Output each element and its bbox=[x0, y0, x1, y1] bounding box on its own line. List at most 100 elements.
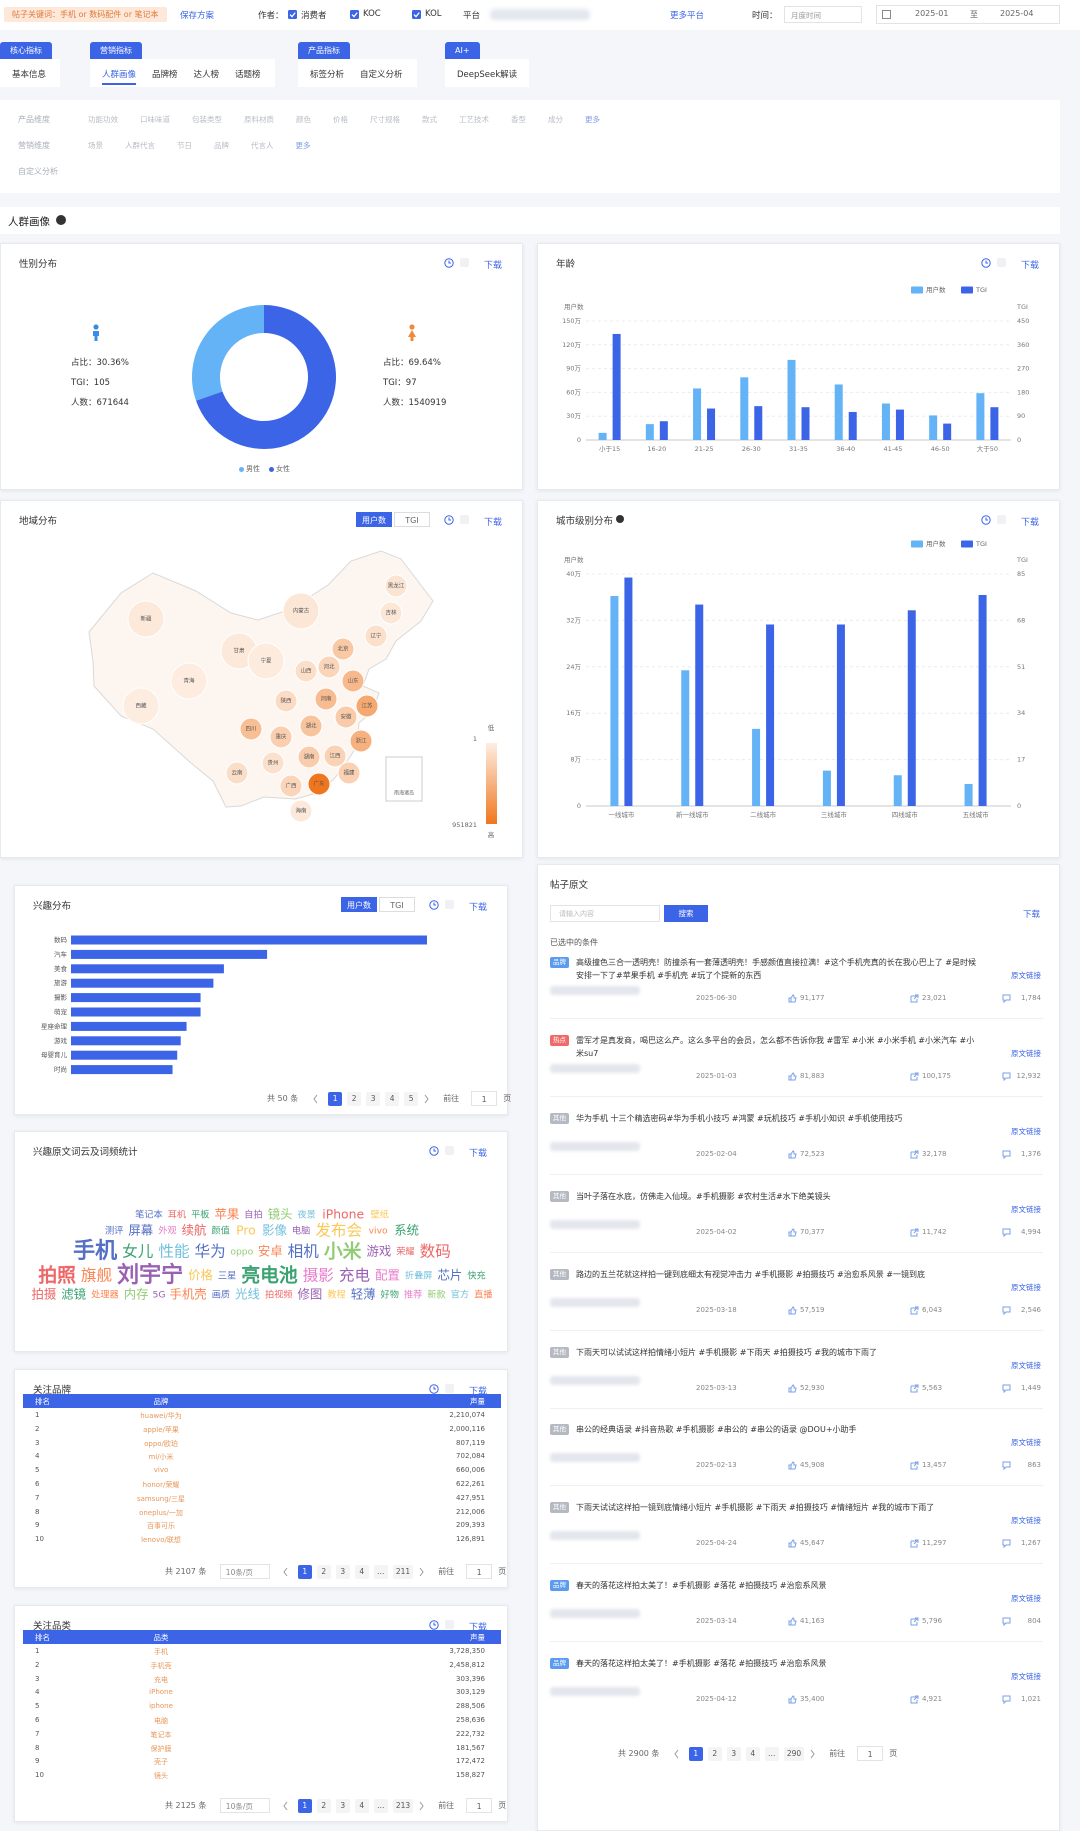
dimension-option[interactable]: 颜色 bbox=[296, 115, 311, 124]
tab-item[interactable]: DeepSeek解读 bbox=[457, 70, 518, 80]
download-button[interactable]: 下载 bbox=[469, 903, 488, 913]
dimension-option[interactable]: 成分 bbox=[548, 115, 563, 124]
post-link[interactable]: 原文链接 bbox=[1011, 1594, 1041, 1604]
post-link[interactable]: 原文链接 bbox=[1011, 971, 1041, 980]
page-button[interactable]: 211 bbox=[392, 1565, 414, 1579]
author-option[interactable]: 消费者 bbox=[301, 11, 327, 21]
post-link[interactable]: 原文链接 bbox=[1011, 1126, 1041, 1136]
page-button[interactable]: 3 bbox=[726, 1747, 741, 1761]
goto-input[interactable]: 1 bbox=[857, 1746, 884, 1761]
map-region bbox=[261, 751, 285, 775]
download-button[interactable]: 下载 bbox=[469, 1623, 488, 1633]
page-button[interactable]: 2 bbox=[316, 1565, 331, 1579]
tab-item[interactable]: 话题榜 bbox=[235, 70, 261, 80]
dimension-option[interactable]: 款式 bbox=[422, 115, 437, 124]
page-button[interactable]: 213 bbox=[392, 1799, 414, 1813]
download-button[interactable]: 下载 bbox=[484, 261, 503, 271]
region-label: 河南 bbox=[320, 695, 332, 703]
post-link[interactable]: 原文链接 bbox=[1011, 1360, 1041, 1370]
page-button[interactable]: 2 bbox=[347, 1092, 362, 1106]
goto-input[interactable]: 1 bbox=[466, 1564, 493, 1579]
cloud-word: 笔记本 bbox=[135, 1209, 163, 1221]
author-option[interactable]: KOL bbox=[425, 9, 442, 19]
page-button[interactable]: 3 bbox=[335, 1799, 350, 1813]
page-button[interactable]: 4 bbox=[385, 1092, 400, 1106]
tab-item[interactable]: 达人榜 bbox=[193, 70, 220, 80]
download-button[interactable]: 下载 bbox=[1021, 261, 1040, 271]
toggle-button[interactable]: TGI bbox=[379, 897, 415, 912]
page-size-select[interactable]: 10条/页 bbox=[219, 1798, 270, 1813]
dimension-option[interactable]: 包装类型 bbox=[192, 115, 222, 124]
toggle-button[interactable]: TGI bbox=[394, 512, 430, 527]
post-link[interactable]: 原文链接 bbox=[1011, 1204, 1041, 1214]
dimension-option[interactable]: 工艺技术 bbox=[459, 115, 489, 124]
tab-item[interactable]: 自定义分析 bbox=[360, 70, 403, 80]
dimension-option[interactable]: 原料材质 bbox=[244, 115, 274, 124]
icon-path bbox=[1002, 1461, 1011, 1471]
page-button[interactable]: 3 bbox=[335, 1565, 350, 1579]
dimension-option[interactable]: 代言人 bbox=[251, 141, 274, 150]
goto-input[interactable]: 1 bbox=[471, 1091, 498, 1106]
download-button[interactable]: 下载 bbox=[1023, 910, 1041, 920]
dimension-option[interactable]: 口味味道 bbox=[140, 115, 170, 124]
download-button[interactable]: 下载 bbox=[469, 1387, 488, 1397]
post-link[interactable]: 原文链接 bbox=[1011, 1516, 1041, 1526]
dimension-option[interactable]: 尺寸规格 bbox=[370, 115, 400, 124]
toggle-button[interactable]: 用户数 bbox=[341, 897, 377, 912]
author-option[interactable]: KOC bbox=[363, 9, 381, 19]
post-link[interactable]: 原文链接 bbox=[1011, 1438, 1041, 1448]
download-button[interactable]: 下载 bbox=[1021, 518, 1040, 528]
post-link[interactable]: 原文链接 bbox=[1011, 1048, 1041, 1058]
page-button[interactable]: … bbox=[373, 1799, 388, 1813]
page-button[interactable]: 4 bbox=[354, 1565, 369, 1579]
tab-item[interactable]: 标签分析 bbox=[310, 70, 345, 80]
post-shares: 11,297 bbox=[922, 1539, 947, 1548]
page-button[interactable]: 2 bbox=[707, 1747, 722, 1761]
page-button[interactable]: 1 bbox=[688, 1747, 703, 1761]
tab-item[interactable]: 人群画像 bbox=[102, 68, 137, 85]
icon-placeholder bbox=[445, 1146, 454, 1155]
dimension-option[interactable]: 功能功效 bbox=[88, 115, 118, 124]
dimension-option[interactable]: 香型 bbox=[511, 115, 526, 124]
metric-icon bbox=[910, 1072, 919, 1081]
dimension-option[interactable]: 品牌 bbox=[214, 141, 229, 150]
dimension-more[interactable]: 更多 bbox=[295, 141, 311, 150]
page-button[interactable]: 1 bbox=[328, 1092, 343, 1106]
tab-item[interactable]: 品牌榜 bbox=[152, 70, 178, 80]
dimension-option[interactable]: 节日 bbox=[177, 141, 192, 150]
search-input[interactable]: 请输入内容 bbox=[550, 905, 660, 922]
page-button[interactable]: 1 bbox=[297, 1799, 312, 1813]
axis-name: 用户数 bbox=[564, 302, 584, 311]
page-button[interactable]: 5 bbox=[404, 1092, 419, 1106]
tick-label: 0 bbox=[1017, 436, 1021, 444]
dimension-option[interactable]: 价格 bbox=[333, 115, 348, 124]
time-mode-select[interactable]: 月度时间 bbox=[784, 6, 862, 23]
page-button[interactable]: … bbox=[373, 1565, 388, 1579]
more-platforms[interactable]: 更多平台 bbox=[670, 11, 705, 21]
page-button[interactable]: 2 bbox=[316, 1799, 331, 1813]
dimension-more[interactable]: 更多 bbox=[585, 115, 600, 124]
page-button[interactable]: 4 bbox=[745, 1747, 760, 1761]
post-text: 高级撞色三合一透明壳！防撞杀有一套薄透明壳！手感颜值直接拉满！#这个手机壳真的长… bbox=[576, 958, 976, 980]
cloud-word: 亮电池 bbox=[241, 1263, 298, 1286]
dimension-option[interactable]: 场景 bbox=[88, 141, 103, 150]
category-label: 数码 bbox=[54, 935, 68, 944]
dimension-option[interactable]: 人群代言 bbox=[125, 141, 155, 150]
download-button[interactable]: 下载 bbox=[484, 518, 503, 528]
toggle-button[interactable]: 用户数 bbox=[356, 512, 392, 527]
page-button[interactable]: 4 bbox=[354, 1799, 369, 1813]
keyword-tag[interactable]: 帖子关键词：手机 or 数码配件 or 笔记本 bbox=[4, 7, 167, 22]
search-button[interactable]: 搜索 bbox=[664, 905, 708, 922]
page-button[interactable]: 290 bbox=[783, 1747, 805, 1761]
post-link[interactable]: 原文链接 bbox=[1011, 1282, 1041, 1292]
date-range[interactable] bbox=[876, 5, 1060, 24]
goto-input[interactable]: 1 bbox=[466, 1798, 493, 1813]
tab-item[interactable]: 基本信息 bbox=[12, 70, 47, 80]
post-link[interactable]: 原文链接 bbox=[1011, 1672, 1041, 1682]
page-button[interactable]: … bbox=[764, 1747, 779, 1761]
download-button[interactable]: 下载 bbox=[469, 1149, 488, 1159]
save-plan[interactable]: 保存方案 bbox=[180, 11, 215, 21]
page-size-select[interactable]: 10条/页 bbox=[219, 1564, 270, 1579]
page-button[interactable]: 3 bbox=[366, 1092, 381, 1106]
page-button[interactable]: 1 bbox=[297, 1565, 312, 1579]
